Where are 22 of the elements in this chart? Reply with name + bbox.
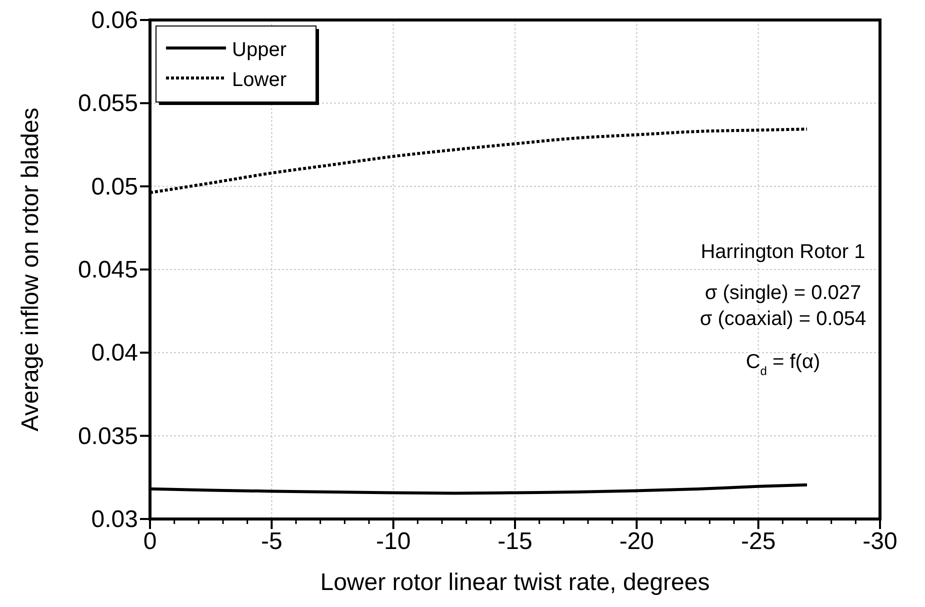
y-tick-label: 0.06: [91, 7, 138, 34]
annotation: Harrington Rotor 1: [700, 241, 866, 263]
x-tick-label: -25: [740, 528, 776, 555]
annotation: σ (coaxial) = 0.054: [700, 308, 866, 330]
y-tick-label: 0.05: [91, 173, 138, 200]
x-tick-label: -30: [862, 528, 898, 555]
x-tick-label: -15: [498, 528, 532, 555]
y-tick-label: 0.04: [91, 340, 138, 367]
annotation: σ (single) = 0.027: [704, 282, 862, 304]
y-tick-label: 0.035: [78, 422, 138, 450]
y-tick-label: 0.03: [91, 506, 138, 533]
y-tick-label: 0.045: [78, 256, 138, 284]
legend-label: Lower: [232, 69, 287, 91]
x-tick-label: -5: [260, 528, 282, 555]
y-axis-title: Average inflow on rotor blades: [17, 108, 44, 432]
y-tick-label: 0.055: [78, 90, 138, 118]
x-tick-label: -20: [619, 528, 654, 555]
annotation: C$_{d}$ = f(α): [746, 351, 820, 378]
x-tick-label: -10: [376, 528, 411, 555]
x-tick-label: 0: [143, 528, 157, 555]
x-axis-title: Lower rotor linear twist rate, degrees: [320, 569, 710, 596]
legend-label: Upper: [232, 39, 287, 61]
